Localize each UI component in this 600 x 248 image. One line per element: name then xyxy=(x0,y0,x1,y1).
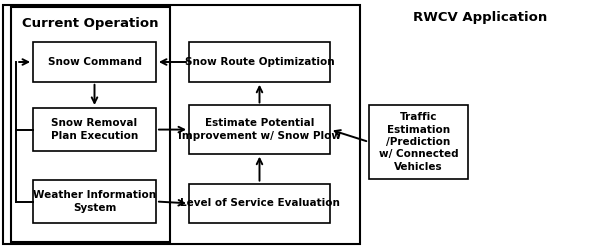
Bar xyxy=(189,105,330,154)
Bar xyxy=(189,42,330,82)
Text: Snow Route Optimization: Snow Route Optimization xyxy=(185,57,334,67)
Text: Weather Information
System: Weather Information System xyxy=(33,190,156,213)
Bar xyxy=(33,180,156,223)
Text: Estimate Potential
Improvement w/ Snow Plow: Estimate Potential Improvement w/ Snow P… xyxy=(178,118,341,141)
Bar xyxy=(11,7,170,242)
Text: Snow Removal
Plan Execution: Snow Removal Plan Execution xyxy=(51,118,138,141)
Text: Traffic
Estimation
/Prediction
w/ Connected
Vehicles: Traffic Estimation /Prediction w/ Connec… xyxy=(379,112,458,172)
Bar xyxy=(33,108,156,151)
Text: Current Operation: Current Operation xyxy=(22,17,158,30)
Bar xyxy=(369,105,468,179)
Bar xyxy=(33,42,156,82)
Text: RWCV Application: RWCV Application xyxy=(413,11,547,24)
Bar xyxy=(189,184,330,223)
Bar xyxy=(3,5,360,244)
Text: Snow Command: Snow Command xyxy=(47,57,142,67)
Text: Level of Service Evaluation: Level of Service Evaluation xyxy=(179,198,340,208)
